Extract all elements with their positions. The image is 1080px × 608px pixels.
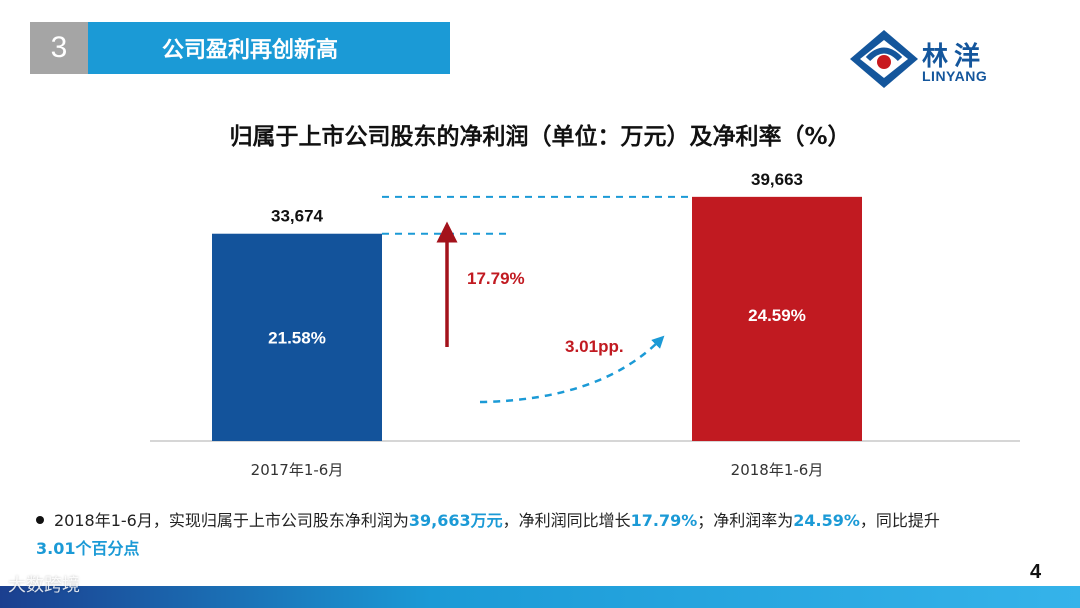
bar-margin-label-1: 24.59% (748, 306, 806, 325)
chart-title: 归属于上市公司股东的净利润（单位：万元）及净利率（%） (229, 124, 851, 150)
section-title: 公司盈利再创新高 (88, 22, 450, 74)
summary-profit: 39,663万元 (408, 511, 503, 530)
summary-margin: 24.59% (793, 511, 860, 530)
summary-margin-change: 3.01个百分点 (36, 539, 140, 558)
summary-growth: 17.79% (630, 511, 698, 530)
bar-value-label-1: 39,663 (751, 170, 803, 189)
logo-text-cn: 林洋 (922, 42, 987, 72)
page-number: 4 (1030, 561, 1042, 583)
watermark: 大数跨境 (8, 575, 80, 596)
section-number: 3 (30, 22, 88, 74)
bar-margin-label-0: 21.58% (268, 328, 326, 347)
summary-part-3: ；净利润率为 (697, 511, 794, 530)
bullet-dot (36, 515, 44, 524)
footer-bar (0, 586, 1080, 608)
company-logo: 林洋 LINYANG (848, 28, 1038, 90)
summary-part-4: ，同比提升 (859, 511, 940, 530)
category-label-1: 2018年1-6月 (731, 461, 824, 479)
growth-label: 17.79% (467, 269, 525, 288)
margin-change-label: 3.01pp. (565, 337, 624, 356)
bar-1 (692, 196, 862, 441)
summary-part-1: 2018年1-6月，实现归属于上市公司股东净利润为 (54, 511, 409, 530)
summary-part-2: ，净利润同比增长 (502, 511, 631, 530)
linyang-logo-icon (850, 30, 918, 88)
bar-chart: 33,674 21.58% 2017年1-6月 39,663 24.59% 2018年1-… (150, 170, 1020, 479)
logo-text-en: LINYANG (922, 68, 988, 84)
bar-value-label-0: 33,674 (271, 207, 324, 226)
category-label-0: 2017年1-6月 (251, 461, 344, 479)
summary-bullet: 2018年1-6月，实现归属于上市公司股东净利润为39,663万元，净利润同比增… (36, 507, 1056, 563)
margin-change-arrow (479, 335, 665, 404)
bar-0 (212, 233, 382, 441)
